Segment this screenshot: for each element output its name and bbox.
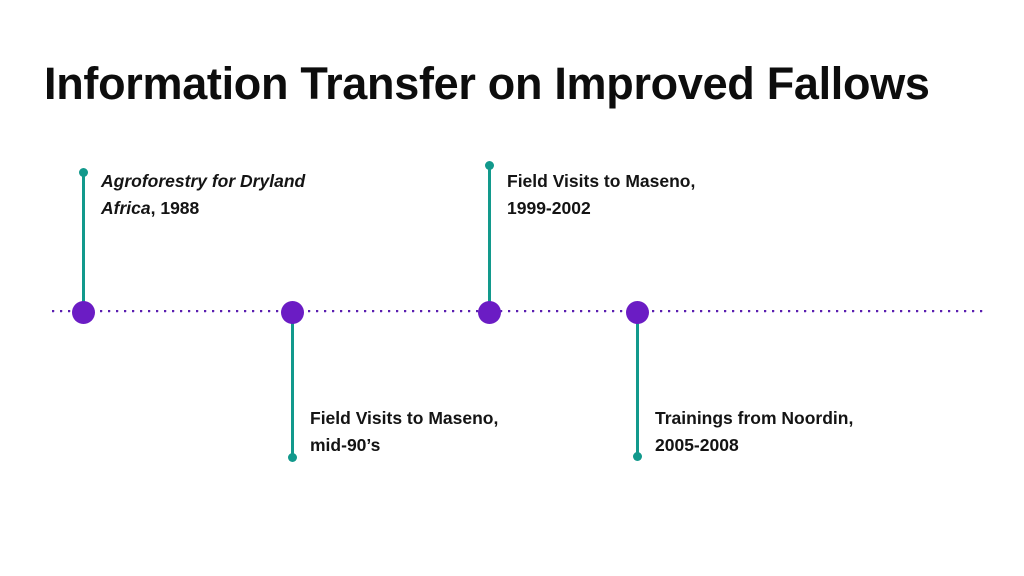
timeline-label-3: Field Visits to Maseno, 1999-2002 (507, 168, 695, 222)
timeline-node-1[interactable] (71, 300, 95, 324)
timeline-node-3[interactable] (477, 300, 501, 324)
timeline-stem-3 (487, 166, 491, 303)
timeline-stem-cap-4 (632, 452, 642, 461)
timeline-label-4-line1: Trainings from Noordin, (655, 408, 854, 428)
timeline-axis (52, 310, 985, 314)
timeline-label-1: Agroforestry for Dryland Africa, 1988 (101, 168, 305, 222)
timeline-node-4[interactable] (625, 300, 649, 324)
timeline-stem-cap-1 (78, 168, 88, 177)
timeline-label-2-line1: Field Visits to Maseno, (310, 408, 499, 428)
timeline-label-3-line2: 1999-2002 (507, 198, 591, 219)
timeline-label-4: Trainings from Noordin, 2005-2008 (655, 405, 853, 459)
timeline-label-4-line2: 2005-2008 (655, 435, 739, 456)
timeline-stem-cap-2 (287, 453, 297, 462)
timeline-stem-4 (635, 320, 639, 457)
timeline-label-3-line1: Field Visits to Maseno, (507, 171, 696, 191)
timeline-label-1-line2-title: Africa (101, 198, 151, 219)
timeline-label-1-line1: Agroforestry for Dryland (101, 171, 306, 191)
timeline-label-1-line2-date: , 1988 (150, 198, 200, 219)
timeline-node-2[interactable] (280, 300, 304, 324)
timeline-label-2: Field Visits to Maseno, mid-90’s (310, 405, 498, 459)
timeline-stem-2 (290, 320, 294, 458)
timeline-stem-cap-3 (484, 161, 494, 170)
page-title: Information Transfer on Improved Fallows (44, 58, 930, 109)
timeline-stem-1 (81, 172, 85, 303)
timeline-label-2-line2: mid-90’s (310, 435, 381, 456)
